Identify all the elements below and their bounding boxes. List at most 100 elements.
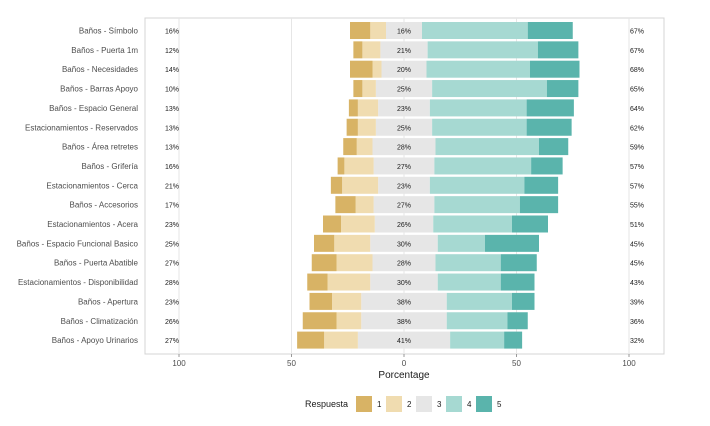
low-percent-label: 25% [165, 241, 179, 248]
high-percent-label: 36% [630, 319, 644, 326]
neutral-percent-label: 38% [397, 299, 411, 306]
category-label: Baños - Necesidades [62, 65, 138, 74]
bar-segment-response-4 [435, 254, 501, 272]
bar-segment-response-3 [404, 41, 428, 59]
bar-segment-response-3 [404, 312, 447, 330]
category-label: Baños - Espacio General [49, 104, 138, 113]
bar-segment-response-3 [375, 80, 404, 98]
bar-segment-response-1 [297, 331, 325, 349]
bar-segment-response-5 [512, 292, 535, 310]
category-label: Baños - Puerta Abatible [54, 259, 139, 268]
neutral-percent-label: 28% [397, 145, 411, 152]
high-percent-label: 57% [630, 164, 644, 171]
bar-segment-response-4 [432, 80, 547, 98]
neutral-percent-label: 16% [397, 29, 411, 36]
high-percent-label: 39% [630, 299, 644, 306]
bar-segment-response-4 [446, 292, 512, 310]
bar-segment-response-2 [355, 196, 374, 214]
bar-segment-response-3 [361, 292, 404, 310]
high-percent-label: 68% [630, 67, 644, 74]
bar-segment-response-1 [348, 99, 358, 117]
low-percent-label: 23% [165, 222, 179, 229]
bar-segment-response-5 [546, 80, 579, 98]
x-tick-label: 100 [622, 359, 636, 368]
bar-segment-response-4 [437, 273, 501, 291]
neutral-percent-label: 21% [397, 48, 411, 55]
high-percent-label: 43% [630, 280, 644, 287]
bar-segment-response-5 [507, 312, 528, 330]
bar-segment-response-3 [370, 234, 404, 252]
bar-segment-response-4 [426, 60, 530, 78]
bar-segment-response-5 [504, 331, 523, 349]
bar-segment-response-3 [370, 273, 404, 291]
bar-segment-response-3 [404, 118, 433, 136]
bar-segment-response-3 [404, 273, 438, 291]
bar-segment-response-3 [404, 234, 438, 252]
category-label: Estacionamientos - Reservados [25, 123, 138, 132]
x-tick-label: 0 [402, 359, 407, 368]
neutral-percent-label: 25% [397, 125, 411, 132]
high-percent-label: 62% [630, 125, 644, 132]
bar-segment-response-5 [485, 234, 539, 252]
low-percent-label: 16% [165, 164, 179, 171]
bar-segment-response-3 [381, 60, 404, 78]
neutral-percent-label: 30% [397, 280, 411, 287]
neutral-percent-label: 27% [397, 164, 411, 171]
bar-segment-response-2 [344, 157, 374, 175]
bar-segment-response-1 [343, 138, 357, 156]
bar-segment-response-2 [332, 292, 362, 310]
bar-segment-response-3 [404, 215, 434, 233]
bar-segment-response-5 [526, 118, 572, 136]
x-axis-title: Porcentage [378, 370, 430, 381]
bar-segment-response-4 [435, 138, 539, 156]
legend-swatch-2 [386, 396, 402, 412]
low-percent-label: 21% [165, 183, 179, 190]
legend-title: Respuesta [305, 399, 348, 409]
neutral-percent-label: 27% [397, 203, 411, 210]
category-label: Baños - Apertura [78, 297, 139, 306]
bar-segment-response-3 [374, 215, 404, 233]
bar-segment-response-4 [429, 99, 527, 117]
bar-segment-response-4 [427, 41, 538, 59]
bar-segment-response-3 [380, 41, 404, 59]
high-percent-label: 65% [630, 87, 644, 94]
legend-label-3: 3 [437, 400, 442, 409]
legend-swatch-4 [446, 396, 462, 412]
high-percent-label: 57% [630, 183, 644, 190]
bar-segment-response-3 [373, 157, 404, 175]
category-label: Estacionamientos - Acera [47, 220, 138, 229]
neutral-percent-label: 41% [397, 338, 411, 345]
high-percent-label: 64% [630, 106, 644, 113]
bar-segment-response-5 [512, 215, 548, 233]
bar-segment-response-1 [307, 273, 328, 291]
x-tick-label: 50 [287, 359, 296, 368]
bar-segment-response-4 [422, 22, 528, 39]
neutral-percent-label: 20% [397, 67, 411, 74]
low-percent-label: 12% [165, 48, 179, 55]
bar-segment-response-3 [386, 22, 404, 39]
bar-segment-response-3 [361, 312, 404, 330]
legend-label-5: 5 [497, 400, 502, 409]
bar-segment-response-2 [341, 215, 375, 233]
neutral-percent-label: 38% [397, 319, 411, 326]
x-tick-label: 100 [172, 359, 186, 368]
bar-segment-response-3 [404, 22, 422, 39]
neutral-percent-label: 23% [397, 183, 411, 190]
high-percent-label: 45% [630, 241, 644, 248]
legend-label-1: 1 [377, 400, 382, 409]
category-label: Baños - Accesorios [70, 201, 138, 210]
bar-segment-response-1 [353, 80, 363, 98]
bar-segment-response-3 [372, 254, 404, 272]
bar-segment-response-1 [353, 41, 363, 59]
bar-segment-response-5 [531, 157, 563, 175]
x-tick-label: 50 [512, 359, 521, 368]
bar-segment-response-5 [500, 273, 535, 291]
bar-segment-response-1 [309, 292, 332, 310]
bar-segment-response-3 [378, 176, 404, 194]
neutral-percent-label: 26% [397, 222, 411, 229]
bar-segment-response-2 [336, 254, 373, 272]
bar-segment-response-3 [404, 60, 427, 78]
low-percent-label: 28% [165, 280, 179, 287]
bar-segment-response-2 [362, 80, 376, 98]
bar-segment-response-2 [362, 41, 381, 59]
